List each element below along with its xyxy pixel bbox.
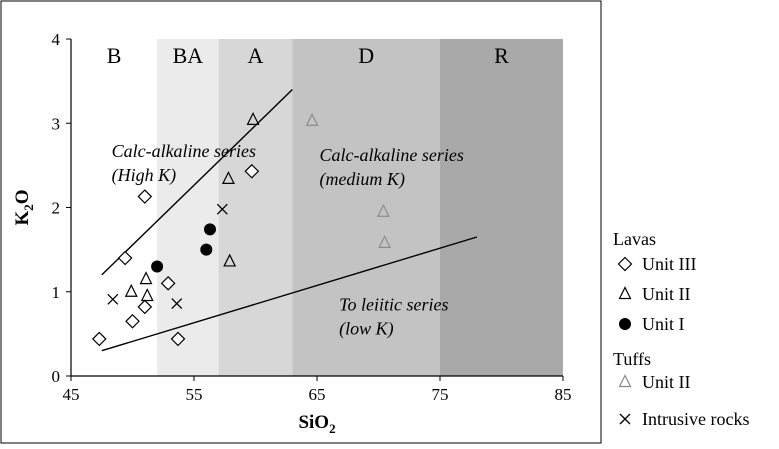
y-axis-title-main: K bbox=[12, 211, 33, 226]
x-axis-title: SiO2 bbox=[298, 412, 335, 436]
data-point-triangle bbox=[139, 271, 153, 285]
y-tick-label: 4 bbox=[52, 30, 61, 49]
field-label: Calc-alkaline series bbox=[112, 141, 256, 161]
y-axis-title: K2O bbox=[12, 189, 36, 225]
data-point-diamond bbox=[91, 331, 107, 347]
field-label: (medium K) bbox=[319, 169, 404, 190]
legend-marker-circle bbox=[619, 318, 631, 330]
x-tick-label: 55 bbox=[186, 385, 203, 404]
data-point-triangle bbox=[223, 253, 237, 267]
legend-label: Unit III bbox=[642, 254, 696, 274]
data-point-triangle bbox=[124, 283, 138, 297]
field-label: (low K) bbox=[339, 318, 394, 339]
data-point-triangle bbox=[140, 288, 154, 302]
zone-band-b bbox=[71, 39, 158, 376]
legend-label: Unit I bbox=[642, 314, 685, 334]
cross-stroke bbox=[619, 413, 631, 425]
legend-marker-cross bbox=[619, 413, 631, 425]
x-tick-label: 45 bbox=[63, 385, 80, 404]
data-point-cross bbox=[216, 203, 228, 215]
data-point-diamond bbox=[160, 275, 176, 291]
data-point-cross bbox=[171, 298, 183, 310]
legend-marker-diamond bbox=[617, 256, 633, 272]
zone-label-d: D bbox=[358, 43, 374, 68]
series-boundary-line bbox=[101, 89, 293, 276]
cross-stroke bbox=[216, 203, 228, 215]
figure-border bbox=[0, 0, 602, 444]
zone-band-ba bbox=[157, 39, 219, 376]
data-point-diamond bbox=[137, 299, 153, 315]
x-tick-label: 65 bbox=[309, 385, 326, 404]
zone-band-r bbox=[440, 39, 563, 376]
data-point-diamond bbox=[137, 189, 153, 204]
zone-label-a: A bbox=[248, 43, 264, 68]
data-point-triangle bbox=[246, 112, 260, 125]
x-tick-label: 75 bbox=[432, 385, 449, 404]
data-point-diamond bbox=[125, 313, 140, 329]
x-axis-title-subscript: 2 bbox=[329, 421, 336, 436]
y-tick-label: 3 bbox=[52, 114, 61, 133]
data-point-circle bbox=[203, 223, 216, 236]
zone-label-ba: BA bbox=[173, 43, 204, 68]
data-point-cross bbox=[107, 293, 119, 305]
series-boundary-line bbox=[101, 236, 478, 352]
y-tick-label: 1 bbox=[52, 283, 61, 302]
data-point-triangle bbox=[221, 171, 235, 184]
data-point-triangle-gray bbox=[376, 203, 390, 217]
zone-label-b: B bbox=[107, 43, 122, 68]
legend-label: Unit II bbox=[642, 372, 691, 392]
y-tick-label: 0 bbox=[52, 367, 61, 386]
data-point-circle bbox=[151, 260, 164, 273]
field-label: To leiitic series bbox=[339, 294, 448, 314]
zone-band-d bbox=[292, 39, 440, 376]
zone-band-a bbox=[218, 39, 293, 376]
x-axis-title-main: SiO bbox=[298, 412, 329, 433]
legend-marker-triangle bbox=[618, 286, 632, 300]
legend-heading-tuffs: Tuffs bbox=[613, 349, 651, 369]
legend-heading-lavas: Lavas bbox=[613, 229, 656, 249]
data-point-triangle-gray bbox=[378, 235, 392, 248]
y-tick-label: 2 bbox=[52, 199, 61, 218]
legend-label: Unit II bbox=[642, 284, 691, 304]
data-point-diamond bbox=[117, 250, 133, 266]
field-label: Calc-alkaline series bbox=[319, 145, 463, 165]
y-axis-title-tail: O bbox=[12, 189, 33, 204]
data-point-diamond bbox=[170, 331, 186, 347]
data-point-circle bbox=[200, 243, 213, 256]
cross-stroke bbox=[107, 293, 119, 305]
data-point-triangle-gray bbox=[305, 112, 319, 126]
field-label: (High K) bbox=[112, 165, 177, 186]
data-point-diamond bbox=[244, 163, 260, 179]
zone-label-r: R bbox=[494, 43, 509, 68]
y-axis-title-subscript: 2 bbox=[21, 204, 36, 211]
cross-stroke bbox=[171, 298, 183, 310]
legend-label: Intrusive rocks bbox=[642, 409, 749, 429]
legend-marker-triangle-gray bbox=[618, 374, 632, 388]
x-tick-label: 85 bbox=[555, 385, 572, 404]
